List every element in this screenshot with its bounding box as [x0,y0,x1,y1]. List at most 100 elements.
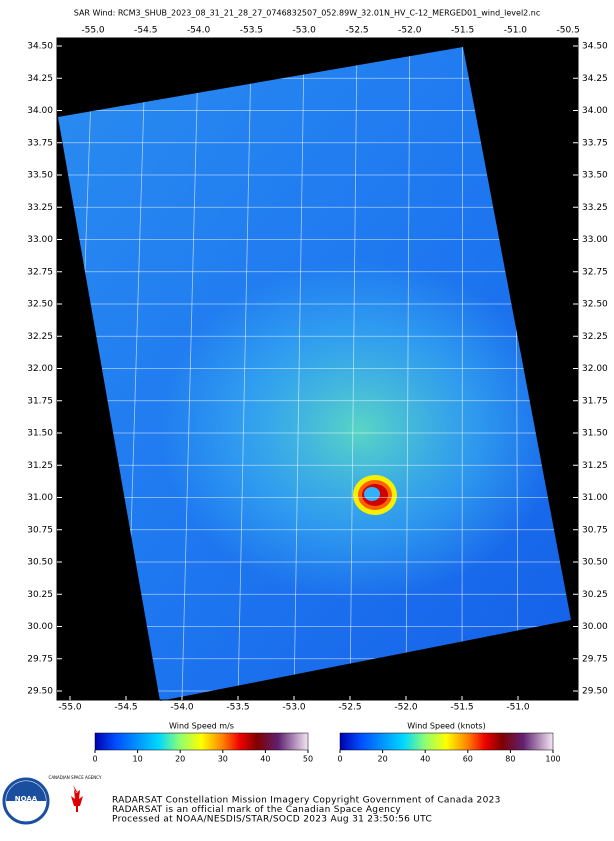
lat-tick-label-right: 30.75 [582,525,608,535]
lon-tick-label-top: -50.5 [557,26,580,36]
lon-tick-label-top: -52.5 [345,26,368,36]
lon-tick-label-bottom: -53.5 [226,703,249,713]
lat-tick-label-right: 33.00 [582,235,608,245]
lat-tick-label-right: 32.75 [582,267,608,277]
colorbars: Wind Speed m/s 0 10 20 30 40 50 Wind Speed (kno… [92,722,560,764]
lat-tick-label-right: 29.75 [582,654,608,664]
footer-line: RADARSAT is an official mark of the Cana… [112,805,401,815]
colorbar-tick-label: 20 [378,755,388,764]
lat-tick-label-left: 32.00 [27,364,53,374]
colorbar-tick-label: 30 [218,755,228,764]
wind-region [160,260,560,600]
lat-tick-label-left: 34.25 [27,74,53,84]
lat-tick-label-left: 32.75 [27,267,53,277]
colorbar [94,732,309,751]
lon-grid-line [293,47,305,701]
lon-tick-label-top: -53.0 [293,26,317,36]
axes: -55.0 -54.5 -54.0 -53.5 -53.0 -52.5 -52.0 -51.5… [27,26,608,713]
lat-tick-label-left: 33.00 [27,235,53,245]
lat-tick-label-right: 32.00 [582,364,608,374]
lat-tick-label-right: 33.50 [582,171,608,181]
lat-tick-label-left: 33.75 [27,138,53,148]
footer-line: RADARSAT Constellation Mission Imagery C… [112,796,501,806]
lat-tick-label-left: 34.50 [27,42,53,52]
lat-tick-label-right: 34.25 [582,74,608,84]
lon-tick-label-top: -53.5 [240,26,263,36]
colorbar-tick-label: 10 [133,755,143,764]
lat-tick-label-left: 33.50 [27,171,53,181]
lat-tick-label-left: 30.75 [27,525,53,535]
lon-tick-label-bottom: -54.0 [170,703,194,713]
lon-tick-label-bottom: -55.0 [58,703,82,713]
colorbar-tick-label: 60 [463,755,473,764]
lat-tick-label-right: 30.25 [582,590,608,600]
lon-tick-label-top: -51.0 [504,26,528,36]
colorbar-tick-label: 40 [420,755,430,764]
lat-tick-label-left: 32.50 [27,300,53,310]
colorbar-title: Wind Speed (knots) [407,722,485,731]
wind-field [58,47,571,701]
lat-tick-label-left: 30.00 [27,622,53,632]
lat-tick-label-right: 33.25 [582,203,608,213]
lat-tick-label-right: 32.50 [582,300,608,310]
lon-tick-label-bottom: -54.5 [114,703,137,713]
lat-tick-label-right: 29.50 [582,687,608,697]
lon-tick-label-bottom: -52.5 [338,703,361,713]
lat-tick-label-right: 30.00 [582,622,608,632]
logos: NOAA CANADIAN SPACE AGENCY [2,775,102,825]
colorbar-tick-label: 100 [545,755,560,764]
lon-grid-line [181,47,199,701]
lat-tick-label-left: 32.25 [27,332,53,342]
footer: RADARSAT Constellation Mission Imagery C… [112,796,501,825]
lat-tick-label-left: 31.25 [27,461,53,471]
lat-tick-label-left: 33.25 [27,203,53,213]
colorbar-tick-label: 0 [337,755,342,764]
lat-tick-label-right: 31.50 [582,429,608,439]
lat-tick-label-left: 31.75 [27,396,53,406]
csa-label: CANADIAN SPACE AGENCY [49,775,102,780]
lon-tick-label-bottom: -51.0 [506,703,530,713]
colorbar-tick-label: 50 [303,755,313,764]
lat-tick-label-left: 29.75 [27,654,53,664]
lat-tick-label-right: 31.75 [582,396,608,406]
noaa-logo-top [6,781,46,801]
lat-tick-label-right: 30.50 [582,558,608,568]
colorbar-title: Wind Speed m/s [169,722,234,731]
lat-tick-label-right: 31.25 [582,461,608,471]
lon-grid-line [405,47,411,701]
lat-tick-label-right: 34.50 [582,42,608,52]
lon-tick-label-bottom: -53.0 [282,703,306,713]
lon-tick-label-top: -55.0 [81,26,105,36]
footer-line: Processed at NOAA/NESDIS/STAR/SOCD 2023 … [112,815,432,825]
lat-tick-label-right: 31.00 [582,493,608,503]
lat-tick-label-right: 32.25 [582,332,608,342]
colorbar [339,732,554,751]
lon-grid-line [349,47,358,701]
lon-tick-label-bottom: -52.0 [394,703,418,713]
lon-tick-label-top: -51.5 [451,26,474,36]
lat-tick-label-left: 31.00 [27,493,53,503]
colorbar-tick-label: 80 [505,755,515,764]
colorbar-tick-label: 40 [260,755,270,764]
lat-tick-label-left: 30.25 [27,590,53,600]
colorbar-tick-label: 20 [175,755,185,764]
csa-leaf [71,785,83,812]
title: SAR Wind: RCM3_SHUB_2023_08_31_21_28_27_… [74,9,541,18]
lat-tick-label-left: 30.50 [27,558,53,568]
lat-tick-label-right: 34.00 [582,106,608,116]
noaa-label: NOAA [15,795,38,803]
lat-tick-label-left: 31.50 [27,429,53,439]
lat-tick-label-left: 34.00 [27,106,53,116]
colorbar-tick-label: 0 [92,755,97,764]
lon-grid-line [237,47,252,701]
lon-tick-label-top: -52.0 [398,26,422,36]
lon-tick-label-top: -54.5 [134,26,157,36]
lon-tick-label-top: -54.0 [187,26,211,36]
lat-tick-label-right: 33.75 [582,138,608,148]
lat-tick-label-left: 29.50 [27,687,53,697]
lon-grid-line [461,47,464,701]
lon-tick-label-bottom: -51.5 [450,703,473,713]
eye [364,487,380,501]
